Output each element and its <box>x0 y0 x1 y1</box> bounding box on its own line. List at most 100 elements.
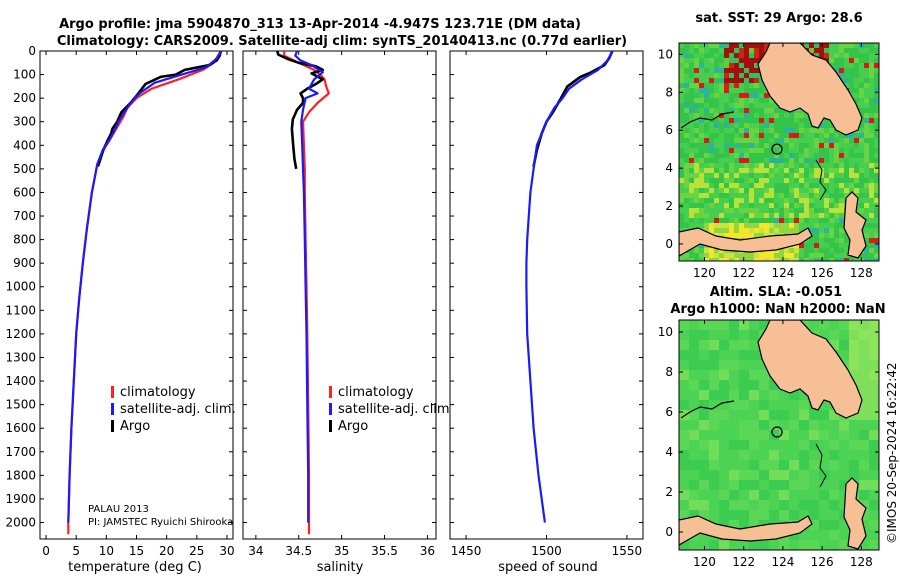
heatmap-cell <box>699 430 710 441</box>
heatmap-cell <box>759 490 770 501</box>
heatmap-cell <box>854 88 860 94</box>
heatmap-cell <box>684 208 690 214</box>
heatmap-cell <box>834 238 840 244</box>
heatmap-cell <box>874 143 879 149</box>
heatmap-cell <box>724 143 730 149</box>
heatmap-cell <box>699 108 705 114</box>
heatmap-cell <box>719 233 725 239</box>
heatmap-cell <box>844 188 850 194</box>
heatmap-cell <box>739 188 745 194</box>
heatmap-cell <box>849 340 860 351</box>
heatmap-cell <box>844 168 850 174</box>
heatmap-cell <box>694 133 700 139</box>
heatmap-cell <box>729 330 740 341</box>
heatmap-cell <box>699 43 705 49</box>
heatmap-cell <box>749 168 755 174</box>
heatmap-cell <box>704 53 710 59</box>
heatmap-cell <box>829 530 840 541</box>
title-line-2: Climatology: CARS2009. Satellite-adj cli… <box>57 34 627 49</box>
heatmap-cell <box>704 88 710 94</box>
heatmap-cell <box>759 360 770 371</box>
heatmap-cell <box>799 248 805 254</box>
heatmap-cell <box>679 53 685 59</box>
heatmap-cell <box>784 148 790 154</box>
heatmap-cell <box>794 208 800 214</box>
heatmap-cell <box>714 183 720 189</box>
heatmap-cell <box>809 410 820 421</box>
heatmap-cell <box>729 258 735 261</box>
heatmap-cell <box>809 460 820 471</box>
heatmap-cell <box>679 63 685 69</box>
heatmap-cell <box>699 98 705 104</box>
heatmap-cell <box>819 158 825 164</box>
heatmap-cell <box>849 258 855 261</box>
heatmap-cell <box>849 83 855 89</box>
heatmap-cell <box>819 243 825 249</box>
heatmap-cell <box>759 198 765 204</box>
heatmap-cell <box>714 198 720 204</box>
heatmap-cell <box>754 58 760 64</box>
heatmap-cell <box>729 510 740 521</box>
heatmap-cell <box>839 320 850 331</box>
heatmap-cell <box>694 213 700 219</box>
heatmap-cell <box>869 118 875 124</box>
heatmap-cell <box>824 248 830 254</box>
heatmap-cell <box>864 178 870 184</box>
heatmap-cell <box>774 188 780 194</box>
map-lon-label: 126 <box>811 555 834 569</box>
heatmap-cell <box>869 123 875 129</box>
heatmap-cell <box>699 193 705 199</box>
heatmap-cell <box>714 203 720 209</box>
heatmap-cell <box>704 208 710 214</box>
heatmap-cell <box>729 370 740 381</box>
heatmap-cell <box>739 490 750 501</box>
heatmap-cell <box>749 490 760 501</box>
heatmap-cell <box>869 183 875 189</box>
heatmap-cell <box>689 193 695 199</box>
heatmap-cell <box>744 193 750 199</box>
heatmap-cell <box>779 138 785 144</box>
heatmap-cell <box>814 193 820 199</box>
heatmap-cell <box>734 138 740 144</box>
heatmap-cell <box>779 450 790 461</box>
heatmap-cell <box>869 203 875 209</box>
heatmap-cell <box>709 208 715 214</box>
heatmap-cell <box>694 138 700 144</box>
heatmap-cell <box>754 178 760 184</box>
heatmap-cell <box>779 108 785 114</box>
heatmap-cell <box>689 183 695 189</box>
heatmap-cell <box>744 153 750 159</box>
heatmap-cell <box>754 163 760 169</box>
heatmap-cell <box>719 440 730 451</box>
heatmap-cell <box>809 208 815 214</box>
heatmap-cell <box>814 163 820 169</box>
heatmap-cell <box>874 168 879 174</box>
heatmap-cell <box>714 88 720 94</box>
heatmap-cell <box>719 218 725 224</box>
heatmap-cell <box>779 173 785 179</box>
heatmap-cell <box>844 143 850 149</box>
heatmap-cell <box>869 88 875 94</box>
heatmap-cell <box>739 390 750 401</box>
heatmap-cell <box>699 173 705 179</box>
heatmap-cell <box>719 350 730 361</box>
heatmap-cell <box>799 118 805 124</box>
heatmap-cell <box>809 173 815 179</box>
heatmap-cell <box>859 183 865 189</box>
heatmap-cell <box>759 183 765 189</box>
heatmap-cell <box>694 168 700 174</box>
heatmap-cell <box>739 208 745 214</box>
heatmap-cell <box>809 243 815 249</box>
heatmap-cell <box>789 143 795 149</box>
heatmap-cell <box>829 490 840 501</box>
heatmap-cell <box>699 243 705 249</box>
heatmap-cell <box>794 128 800 134</box>
heatmap-cell <box>714 143 720 149</box>
heatmap-cell <box>824 233 830 239</box>
heatmap-cell <box>769 188 775 194</box>
heatmap-cell <box>719 390 730 401</box>
heatmap-cell <box>789 133 795 139</box>
heatmap-cell <box>709 370 720 381</box>
heatmap-cell <box>764 163 770 169</box>
heatmap-cell <box>799 223 805 229</box>
